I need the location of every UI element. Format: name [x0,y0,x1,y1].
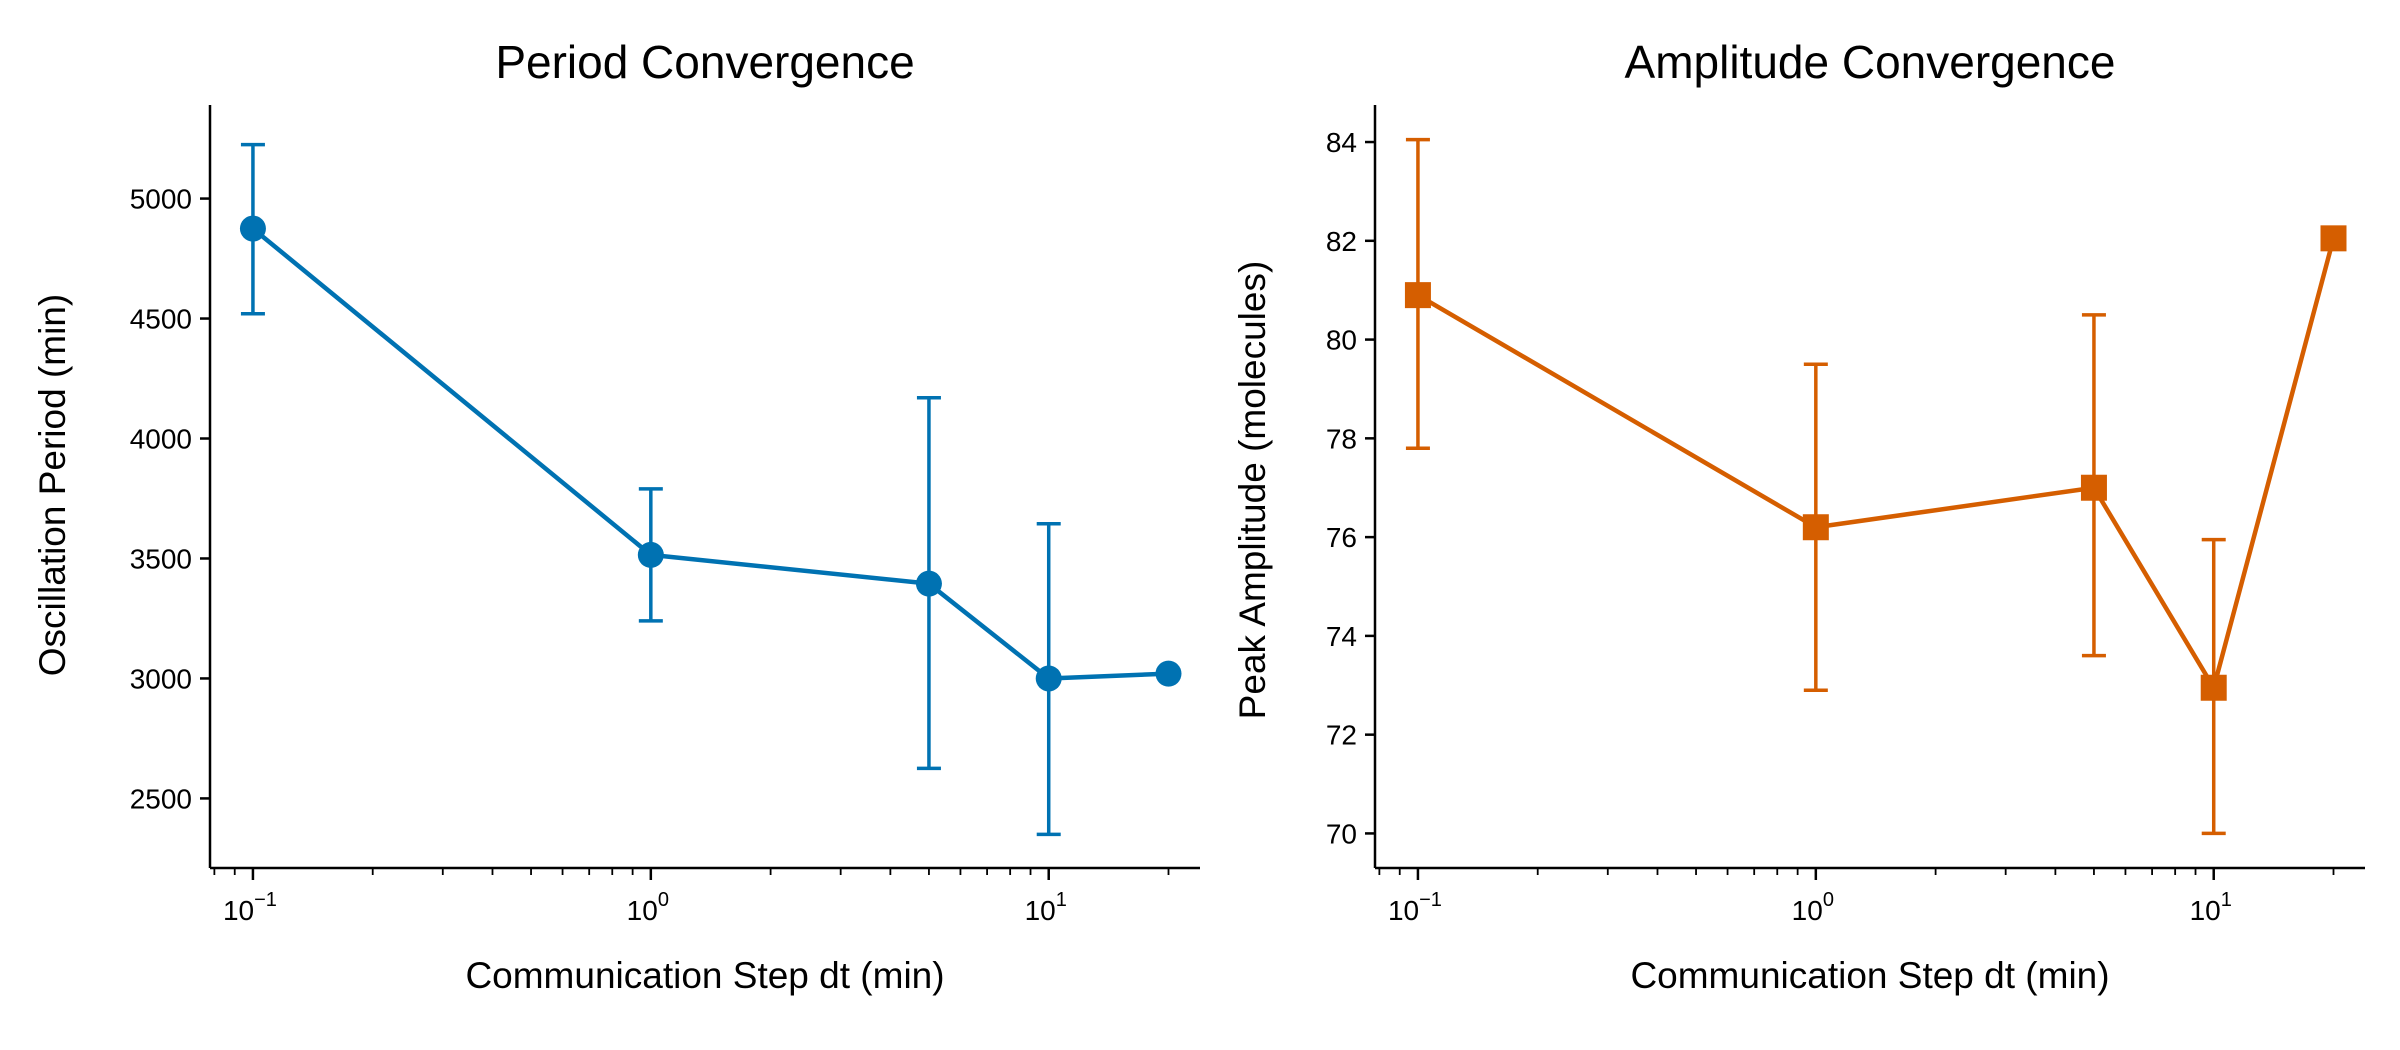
x-tick-base: 10 [627,895,658,926]
x-tick-label: 100 [1792,889,1834,926]
x-tick-base: 10 [223,895,254,926]
chart-title: Amplitude Convergence [1625,36,2116,88]
y-tick-label: 2500 [130,783,192,814]
data-point [239,215,266,242]
y-tick-label: 74 [1326,621,1357,652]
x-tick-exponent: 1 [2221,889,2232,911]
y-tick-label: 3000 [130,663,192,694]
y-tick-label: 70 [1326,818,1357,849]
data-point [637,541,664,568]
period-convergence-chart: Period Convergence 2500 3000 3500 4000 4500 50… [32,36,1200,996]
x-tick-exponent: −1 [1419,889,1442,911]
amplitude-convergence-chart: Amplitude Convergence707274767880828410−… [1232,36,2365,996]
data-point [2320,225,2347,252]
y-tick-label: 4500 [130,304,192,335]
data-point [1404,282,1431,309]
x-tick-label: 101 [1025,889,1067,926]
y-tick-label: 4000 [130,424,192,455]
y-axis-label: Peak Amplitude (molecules) [1232,261,1273,720]
x-tick-label: 10−1 [1388,889,1442,926]
x-tick-base: 10 [1792,895,1823,926]
y-tick-label: 80 [1326,325,1357,356]
x-tick-label: 100 [627,889,669,926]
x-tick-label: 10−1 [223,889,277,926]
x-tick-exponent: −1 [254,889,277,911]
chart-title: Period Convergence [495,36,914,88]
y-tick-label: 72 [1326,720,1357,751]
x-tick-base: 10 [1388,895,1419,926]
x-tick-base: 10 [2190,895,2221,926]
x-tick-base: 10 [1025,895,1056,926]
y-tick-label: 78 [1326,423,1357,454]
y-axis-label: Oscillation Period (min) [32,294,73,676]
data-point [1155,660,1182,687]
x-axis-label: Communication Step dt (min) [1630,955,2109,996]
x-tick-exponent: 1 [1056,889,1067,911]
data-point [1802,514,1829,541]
x-axis-label: Communication Step dt (min) [465,955,944,996]
data-point [1035,665,1062,692]
y-tick-label: 76 [1326,522,1357,553]
y-tick-label: 3500 [130,543,192,574]
data-point [915,570,942,597]
y-tick-label: 82 [1326,226,1357,257]
series-line [1416,237,2336,690]
x-tick-exponent: 0 [1823,889,1834,911]
x-tick-exponent: 0 [658,889,669,911]
x-tick-label: 101 [2190,889,2232,926]
y-tick-label: 84 [1326,127,1357,158]
series-line [251,226,1169,681]
y-tick-label: 5000 [130,184,192,215]
data-point [2080,474,2107,501]
data-point [2200,674,2227,701]
